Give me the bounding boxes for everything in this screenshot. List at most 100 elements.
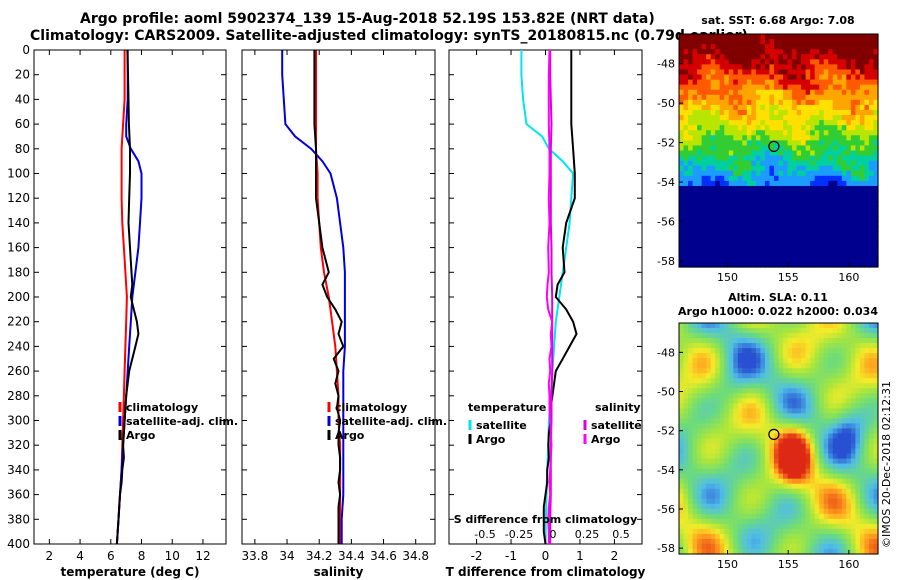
map-cell — [773, 463, 780, 470]
map-cell — [715, 408, 721, 414]
map-cell — [778, 433, 784, 440]
map-cell — [773, 69, 780, 76]
map-cell — [769, 358, 775, 364]
map-cell — [728, 155, 734, 162]
map-cell — [864, 488, 870, 495]
map-cell — [859, 155, 866, 162]
map-cell — [746, 99, 752, 106]
map-cell — [823, 115, 829, 121]
map-cell — [801, 64, 807, 71]
map-cell — [778, 388, 784, 394]
map-cell — [701, 353, 707, 359]
map-cell — [873, 246, 879, 253]
map-cell — [706, 104, 712, 111]
map-y-tick-label: -50 — [657, 97, 675, 110]
map-cell — [810, 39, 816, 45]
map-cell — [706, 84, 712, 91]
map-cell — [773, 433, 780, 440]
map-cell — [859, 59, 866, 65]
map-cell — [683, 120, 689, 126]
map-cell — [841, 468, 847, 475]
map-cell — [764, 261, 771, 268]
map-cell — [855, 508, 861, 515]
map-cell — [710, 261, 716, 268]
map-cell — [778, 236, 784, 243]
map-cell — [805, 84, 811, 91]
map-cell — [778, 383, 784, 389]
map-cell — [832, 323, 838, 329]
map-cell — [823, 328, 829, 334]
map-cell — [706, 363, 712, 369]
map-cell — [841, 185, 847, 192]
map-cell — [778, 150, 784, 157]
map-cell — [692, 448, 698, 455]
map-cell — [819, 211, 825, 217]
map-cell — [850, 94, 856, 101]
map-cell — [733, 343, 739, 349]
map-cell — [769, 79, 775, 86]
map-cell — [715, 64, 721, 71]
map-cell — [688, 523, 694, 530]
map-cell — [787, 135, 793, 141]
map-cell — [769, 170, 775, 177]
map-cell — [728, 388, 734, 394]
map-cell — [679, 236, 685, 243]
map-cell — [850, 145, 856, 152]
map-cell — [737, 104, 743, 111]
map-cell — [733, 508, 739, 515]
map-cell — [855, 343, 861, 349]
map-cell — [733, 388, 739, 394]
map-cell — [846, 498, 852, 505]
map-cell — [764, 328, 771, 334]
map-cell — [787, 548, 793, 555]
map-cell — [737, 120, 743, 126]
map-cell — [751, 140, 757, 147]
map-cell — [701, 170, 707, 177]
map-cell — [688, 513, 694, 520]
map-cell — [805, 145, 811, 152]
map-cell — [769, 231, 775, 238]
map-cell — [823, 433, 829, 440]
map-cell — [728, 338, 734, 344]
map-cell — [760, 251, 766, 258]
map-cell — [819, 528, 825, 535]
y-tick-label: 200 — [7, 290, 30, 304]
map-cell — [755, 518, 762, 525]
map-cell — [746, 94, 752, 101]
map-cell — [764, 44, 771, 50]
y-tick-label: 280 — [7, 389, 30, 403]
map-cell — [737, 493, 743, 500]
map-cell — [773, 378, 780, 384]
map-cell — [819, 493, 825, 500]
map-cell — [837, 196, 843, 202]
map-cell — [715, 378, 721, 384]
map-cell — [764, 109, 771, 116]
map-cell — [873, 196, 879, 202]
map-cell — [846, 256, 852, 263]
map-cell — [724, 201, 730, 207]
map-cell — [719, 433, 725, 440]
map-cell — [760, 175, 766, 182]
map-cell — [683, 211, 689, 217]
map-cell — [796, 206, 802, 212]
map-cell — [679, 478, 685, 485]
map-cell — [792, 34, 798, 40]
series-line-temperature-argo — [542, 50, 578, 544]
map-cell — [764, 196, 771, 202]
map-cell — [783, 94, 789, 101]
map-cell — [764, 388, 771, 394]
map-cell — [769, 548, 775, 555]
map-cell — [733, 64, 739, 71]
map-cell — [801, 463, 807, 470]
map-cell — [710, 89, 716, 96]
map-cell — [783, 378, 789, 384]
map-cell — [737, 473, 743, 480]
map-cell — [859, 145, 866, 152]
map-cell — [873, 191, 879, 197]
map-cell — [823, 59, 829, 65]
map-cell — [792, 403, 798, 409]
map-cell — [819, 513, 825, 520]
map-cell — [859, 373, 866, 379]
map-cell — [697, 468, 703, 475]
map-cell — [828, 358, 834, 364]
